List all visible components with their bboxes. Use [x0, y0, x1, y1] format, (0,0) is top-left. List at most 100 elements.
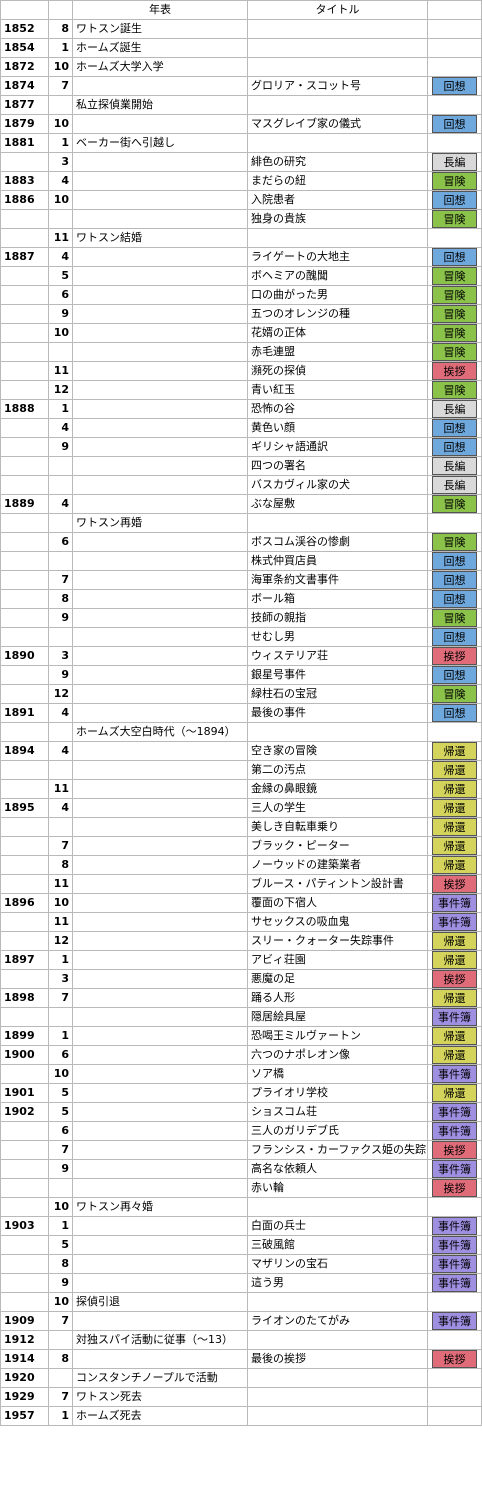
story-title-cell[interactable]: ライゲートの大地主: [247, 247, 428, 267]
table-row[interactable]: 6 ボスコム渓谷の惨劇 冒険: [0, 532, 482, 552]
story-title-cell[interactable]: せむし男: [247, 627, 428, 647]
story-title-cell[interactable]: [247, 133, 428, 153]
story-title-cell[interactable]: ノーウッドの建築業者: [247, 855, 428, 875]
month-cell[interactable]: 7: [48, 1140, 73, 1160]
month-cell[interactable]: 4: [48, 247, 73, 267]
year-cell[interactable]: [0, 380, 49, 400]
category-cell[interactable]: 事件簿: [427, 893, 482, 913]
story-title-cell[interactable]: ブラック・ピーター: [247, 836, 428, 856]
table-row[interactable]: 9 技師の親指 冒険: [0, 608, 482, 628]
story-title-cell[interactable]: ぶな屋敷: [247, 494, 428, 514]
year-cell[interactable]: 1898: [0, 988, 49, 1008]
story-title-cell[interactable]: 金縁の鼻眼鏡: [247, 779, 428, 799]
month-cell[interactable]: [48, 1368, 73, 1388]
event-cell[interactable]: [72, 779, 248, 799]
month-cell[interactable]: 8: [48, 855, 73, 875]
month-cell[interactable]: 4: [48, 418, 73, 438]
year-cell[interactable]: [0, 1273, 49, 1293]
event-cell[interactable]: [72, 380, 248, 400]
event-cell[interactable]: [72, 1026, 248, 1046]
year-cell[interactable]: 1896: [0, 893, 49, 913]
month-cell[interactable]: 4: [48, 171, 73, 191]
month-cell[interactable]: 6: [48, 285, 73, 305]
table-row[interactable]: 7 ブラック・ピーター 帰還: [0, 836, 482, 856]
table-row[interactable]: 1886 10 入院患者 回想: [0, 190, 482, 210]
month-cell[interactable]: 11: [48, 779, 73, 799]
category-cell[interactable]: [427, 57, 482, 77]
year-cell[interactable]: 1901: [0, 1083, 49, 1103]
table-row[interactable]: 3 緋色の研究 長編: [0, 152, 482, 172]
event-cell[interactable]: 私立探偵業開始: [72, 95, 248, 115]
year-cell[interactable]: 1957: [0, 1406, 49, 1426]
category-cell[interactable]: [427, 1330, 482, 1350]
category-cell[interactable]: 帰還: [427, 988, 482, 1008]
month-cell[interactable]: 1: [48, 399, 73, 419]
year-cell[interactable]: 1887: [0, 247, 49, 267]
table-row[interactable]: 9 高名な依頼人 事件簿: [0, 1159, 482, 1179]
story-title-cell[interactable]: 美しき自転車乗り: [247, 817, 428, 837]
month-cell[interactable]: [48, 1178, 73, 1198]
year-cell[interactable]: 1886: [0, 190, 49, 210]
category-cell[interactable]: 冒険: [427, 304, 482, 324]
month-cell[interactable]: [48, 817, 73, 837]
month-cell[interactable]: 9: [48, 1273, 73, 1293]
category-cell[interactable]: 冒険: [427, 684, 482, 704]
month-cell[interactable]: 12: [48, 380, 73, 400]
event-cell[interactable]: [72, 665, 248, 685]
story-title-cell[interactable]: サセックスの吸血鬼: [247, 912, 428, 932]
event-cell[interactable]: [72, 1064, 248, 1084]
category-cell[interactable]: [427, 722, 482, 742]
story-title-cell[interactable]: 最後の事件: [247, 703, 428, 723]
category-cell[interactable]: 回想: [427, 437, 482, 457]
month-cell[interactable]: 1: [48, 1216, 73, 1236]
year-cell[interactable]: 1899: [0, 1026, 49, 1046]
month-cell[interactable]: 9: [48, 304, 73, 324]
year-cell[interactable]: 1929: [0, 1387, 49, 1407]
event-cell[interactable]: [72, 1102, 248, 1122]
month-cell[interactable]: 5: [48, 1083, 73, 1103]
month-cell[interactable]: 8: [48, 1349, 73, 1369]
story-title-cell[interactable]: [247, 57, 428, 77]
month-cell[interactable]: 5: [48, 266, 73, 286]
table-row[interactable]: 1888 1 恐怖の谷 長編: [0, 399, 482, 419]
event-cell[interactable]: ワトスン誕生: [72, 19, 248, 39]
event-cell[interactable]: [72, 342, 248, 362]
month-cell[interactable]: 10: [48, 57, 73, 77]
year-cell[interactable]: [0, 570, 49, 590]
year-cell[interactable]: [0, 361, 49, 381]
month-cell[interactable]: 7: [48, 836, 73, 856]
story-title-cell[interactable]: 口の曲がった男: [247, 285, 428, 305]
category-cell[interactable]: 冒険: [427, 285, 482, 305]
story-title-cell[interactable]: 隠居絵具屋: [247, 1007, 428, 1027]
table-row[interactable]: 1897 1 アビィ荘園 帰還: [0, 950, 482, 970]
event-cell[interactable]: [72, 1349, 248, 1369]
year-cell[interactable]: 1894: [0, 741, 49, 761]
table-row[interactable]: 1894 4 空き家の冒険 帰還: [0, 741, 482, 761]
event-cell[interactable]: [72, 893, 248, 913]
table-row[interactable]: 1883 4 まだらの紐 冒険: [0, 171, 482, 191]
table-row[interactable]: ワトスン再婚: [0, 513, 482, 533]
story-title-cell[interactable]: ブルース・パティントン設計書: [247, 874, 428, 894]
event-cell[interactable]: [72, 627, 248, 647]
month-cell[interactable]: 4: [48, 741, 73, 761]
event-cell[interactable]: [72, 323, 248, 343]
story-title-cell[interactable]: 踊る人形: [247, 988, 428, 1008]
year-cell[interactable]: [0, 437, 49, 457]
year-cell[interactable]: [0, 1064, 49, 1084]
category-cell[interactable]: 事件簿: [427, 1064, 482, 1084]
month-cell[interactable]: 1: [48, 133, 73, 153]
category-cell[interactable]: 長編: [427, 152, 482, 172]
table-row[interactable]: 10 探偵引退: [0, 1292, 482, 1312]
month-cell[interactable]: 10: [48, 1292, 73, 1312]
event-cell[interactable]: [72, 855, 248, 875]
table-row[interactable]: 1874 7 グロリア・スコット号 回想: [0, 76, 482, 96]
event-cell[interactable]: [72, 114, 248, 134]
event-cell[interactable]: [72, 494, 248, 514]
year-cell[interactable]: [0, 684, 49, 704]
table-row[interactable]: 1909 7 ライオンのたてがみ 事件簿: [0, 1311, 482, 1331]
table-row[interactable]: 1900 6 六つのナポレオン像 帰還: [0, 1045, 482, 1065]
table-row[interactable]: 11 金縁の鼻眼鏡 帰還: [0, 779, 482, 799]
table-row[interactable]: 1879 10 マスグレイブ家の儀式 回想: [0, 114, 482, 134]
event-cell[interactable]: [72, 912, 248, 932]
category-cell[interactable]: [427, 19, 482, 39]
